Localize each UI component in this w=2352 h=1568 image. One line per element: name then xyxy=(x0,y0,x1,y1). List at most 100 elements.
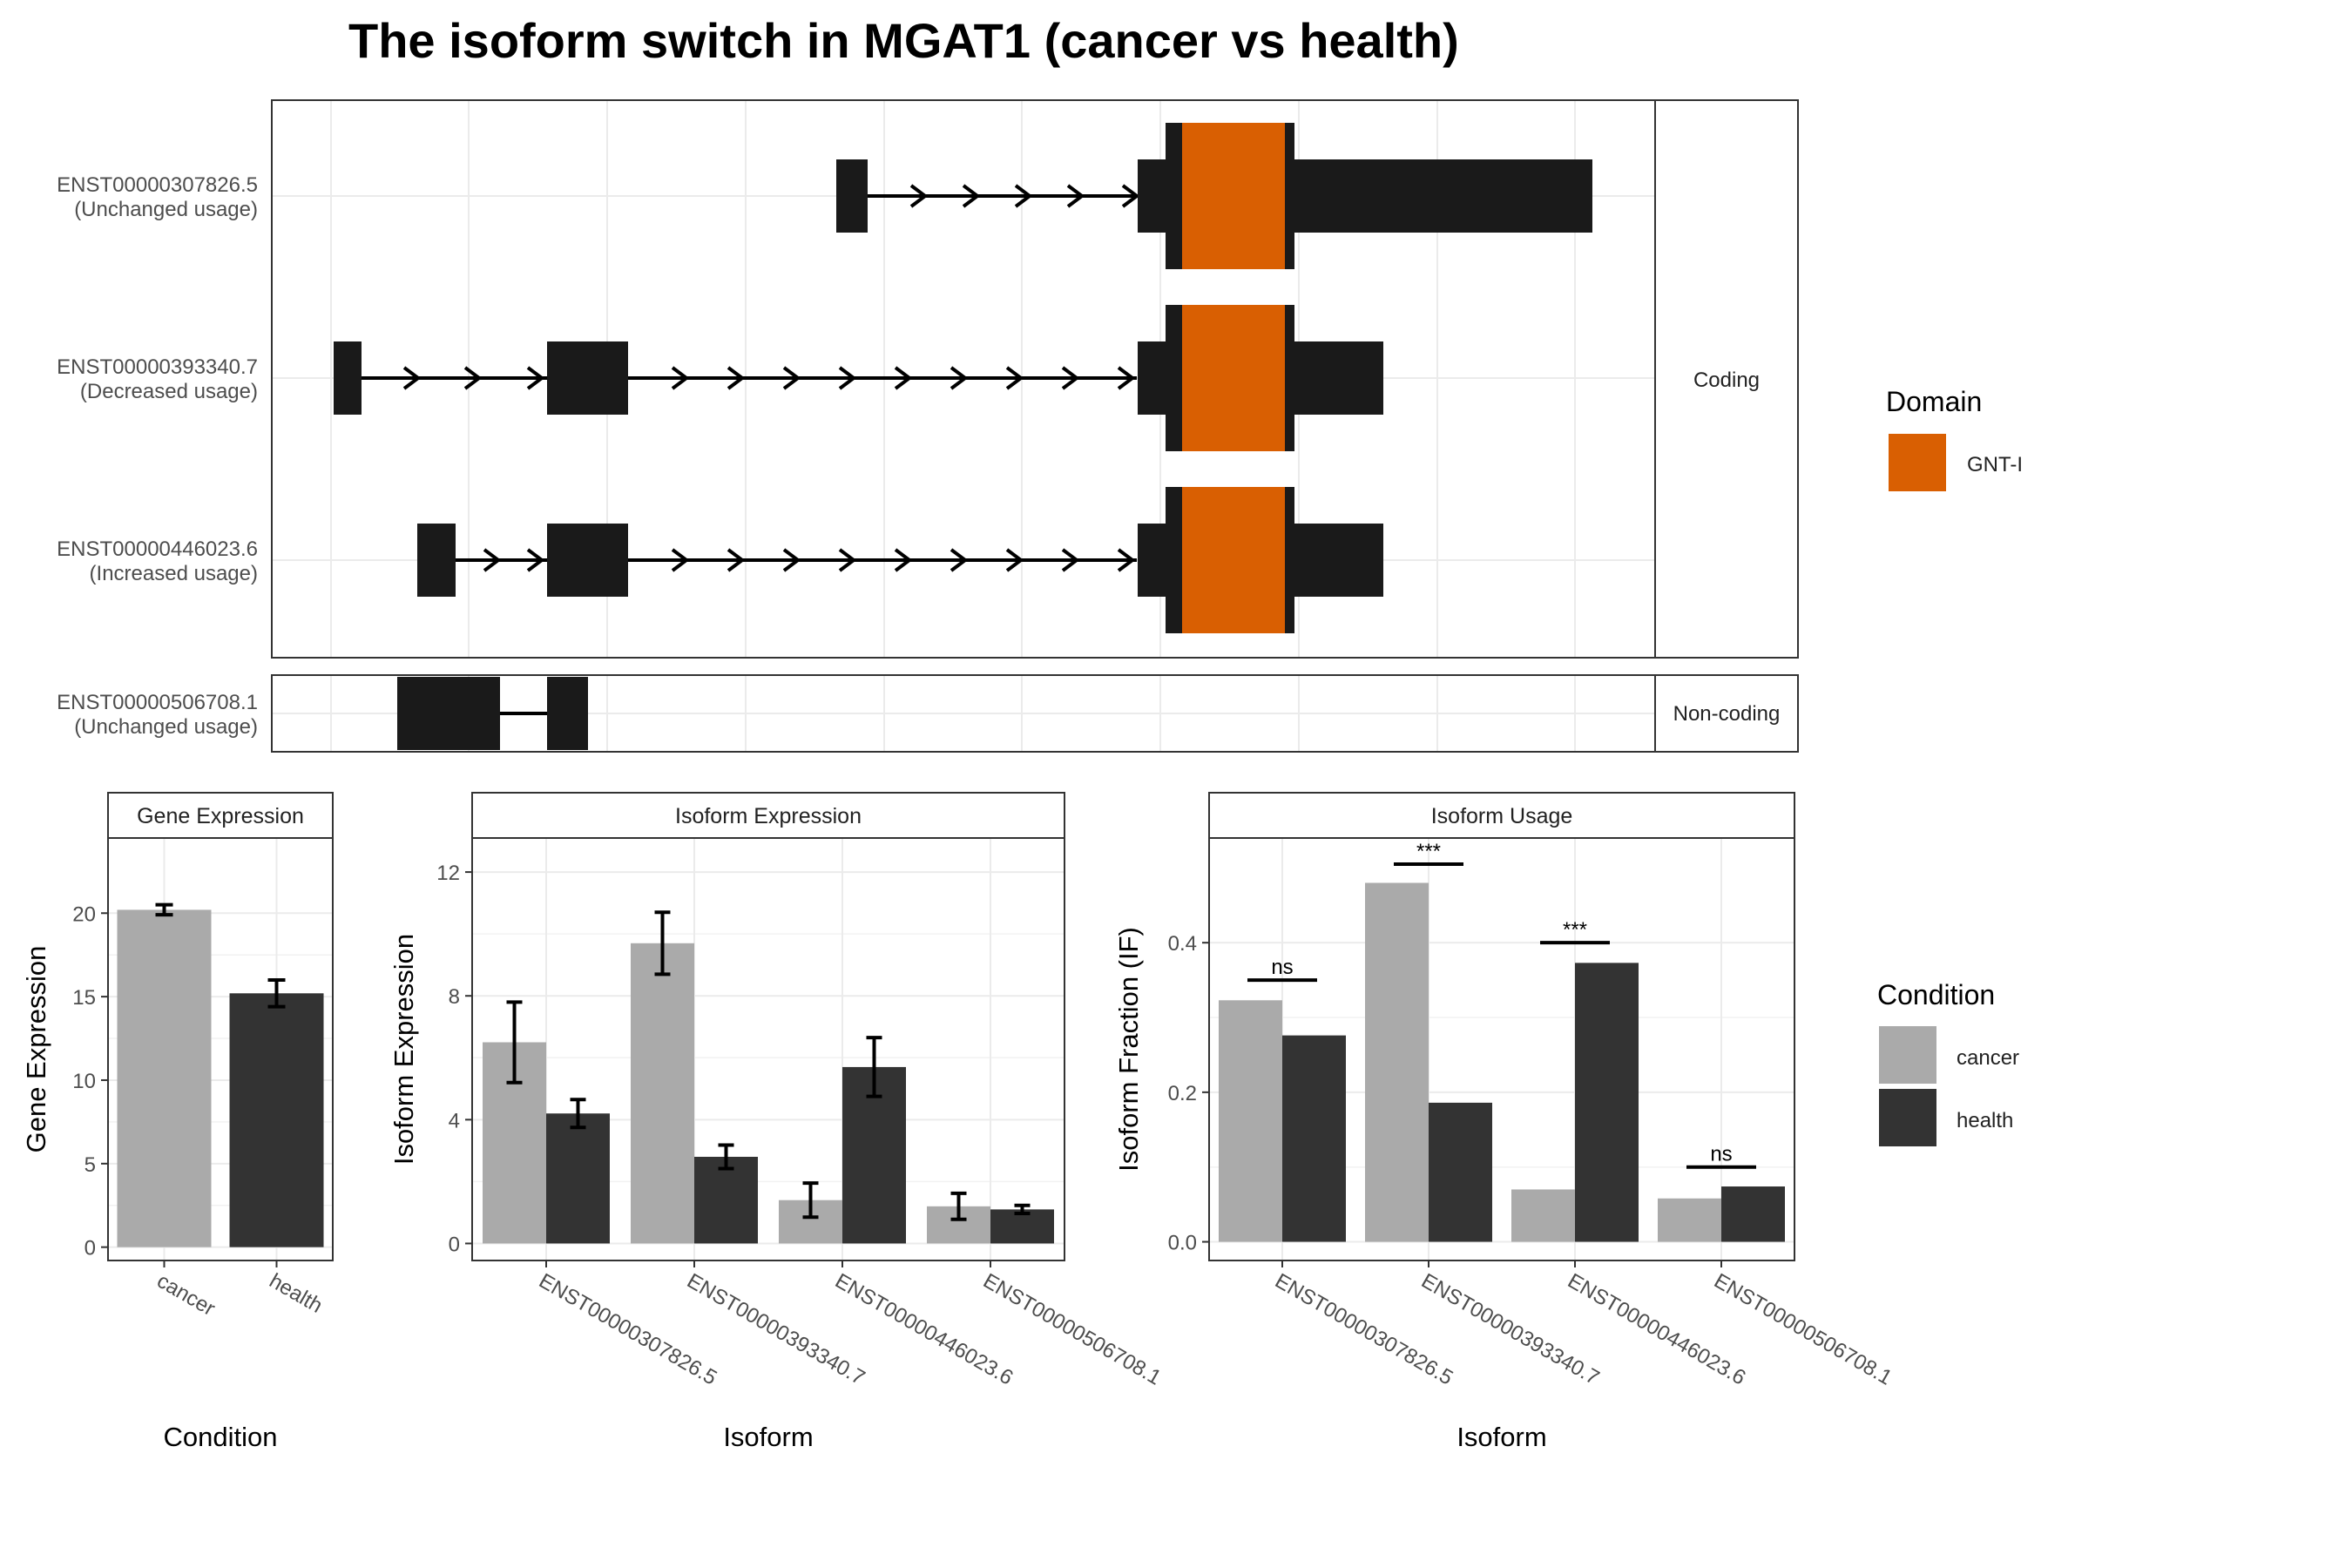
direction-arrow xyxy=(727,548,746,572)
y-axis-title: Isoform Expression xyxy=(389,934,419,1165)
panel-border xyxy=(1208,837,1795,1261)
significance-label: ns xyxy=(1710,1143,1732,1166)
condition-legend-title: Condition xyxy=(1877,979,1995,1010)
exon-block xyxy=(417,524,456,597)
isoform-id-label: ENST00000506708.1 xyxy=(57,691,258,714)
panel-strip-label: Isoform Expression xyxy=(675,804,862,828)
direction-arrow xyxy=(782,548,801,572)
bar-health xyxy=(1575,963,1639,1242)
y-tick-label: 12 xyxy=(436,862,460,885)
utr-block xyxy=(1289,341,1383,415)
exon-block xyxy=(397,677,500,750)
domain-gnti-block xyxy=(1182,123,1285,269)
direction-arrow xyxy=(909,184,929,208)
direction-arrow xyxy=(1014,184,1033,208)
exon-block xyxy=(547,341,628,415)
direction-arrow xyxy=(838,548,857,572)
x-tick-label: cancer xyxy=(153,1269,220,1321)
isoform-id-label: ENST00000393340.7 xyxy=(57,355,258,379)
direction-arrow xyxy=(1117,548,1136,572)
panel-border xyxy=(107,837,334,1261)
isoform-usage-label: (Decreased usage) xyxy=(80,380,258,403)
isoform-id-label: ENST00000307826.5 xyxy=(57,173,258,197)
exon-block xyxy=(334,341,362,415)
isoform-usage-label: (Increased usage) xyxy=(90,562,258,585)
x-axis-title: Isoform xyxy=(723,1422,813,1452)
direction-arrow xyxy=(894,548,913,572)
direction-arrow xyxy=(526,548,545,572)
strip-noncoding-label: Non-coding xyxy=(1673,702,1781,726)
domain-gnti-block xyxy=(1182,487,1285,633)
bar-cancer xyxy=(1511,1189,1575,1242)
bar-cancer xyxy=(1365,882,1429,1242)
direction-arrow xyxy=(671,366,690,390)
significance-label: *** xyxy=(1416,840,1441,863)
y-tick-label: 8 xyxy=(449,985,460,1009)
y-tick-label: 0.2 xyxy=(1168,1082,1197,1105)
utr-block xyxy=(1289,159,1592,233)
direction-arrow xyxy=(950,366,969,390)
condition-legend-swatch-health xyxy=(1879,1089,1936,1146)
direction-arrow xyxy=(782,366,801,390)
direction-arrow xyxy=(894,366,913,390)
exon-block xyxy=(547,524,628,597)
domain-gnti-block xyxy=(1182,305,1285,451)
y-tick-label: 0.4 xyxy=(1168,932,1197,956)
direction-arrow xyxy=(962,184,981,208)
bar-health xyxy=(1721,1186,1785,1242)
direction-arrow xyxy=(463,366,483,390)
bar-health xyxy=(1429,1102,1492,1242)
direction-arrow xyxy=(1066,184,1085,208)
y-axis-title: Isoform Fraction (IF) xyxy=(1113,927,1144,1172)
isoform-usage-label: (Unchanged usage) xyxy=(74,715,258,739)
direction-arrow xyxy=(1005,366,1024,390)
significance-label: ns xyxy=(1271,956,1293,979)
bar-cancer xyxy=(631,943,694,1244)
y-tick-label: 15 xyxy=(72,986,96,1010)
y-tick-label: 0 xyxy=(84,1237,96,1260)
x-tick-label: health xyxy=(266,1269,327,1318)
panel-strip-label: Gene Expression xyxy=(137,804,304,828)
bar-cancer xyxy=(117,909,212,1247)
domain-legend-swatch xyxy=(1889,434,1946,491)
x-axis-title: Isoform xyxy=(1456,1422,1546,1452)
direction-arrow xyxy=(483,548,502,572)
strip-coding-label: Coding xyxy=(1693,368,1760,392)
y-tick-label: 0 xyxy=(449,1233,460,1256)
isoform-id-label: ENST00000446023.6 xyxy=(57,537,258,561)
y-tick-label: 4 xyxy=(449,1109,460,1132)
x-axis-title: Condition xyxy=(164,1422,278,1452)
bar-cancer xyxy=(1658,1198,1721,1242)
bar-cancer xyxy=(1219,1000,1282,1242)
exon-block xyxy=(836,159,868,233)
direction-arrow xyxy=(1005,548,1024,572)
direction-arrow xyxy=(727,366,746,390)
bar-health xyxy=(694,1156,758,1244)
condition-legend-swatch-cancer xyxy=(1879,1026,1936,1084)
direction-arrow xyxy=(402,366,422,390)
utr-block xyxy=(1289,524,1383,597)
domain-legend-title: Domain xyxy=(1886,386,1982,417)
strip-coding-box xyxy=(1654,99,1799,659)
page-title: The isoform switch in MGAT1 (cancer vs h… xyxy=(348,13,1459,68)
direction-arrow xyxy=(1061,548,1080,572)
y-tick-label: 0.0 xyxy=(1168,1232,1197,1255)
direction-arrow xyxy=(838,366,857,390)
y-tick-label: 20 xyxy=(72,902,96,926)
direction-arrow xyxy=(1061,366,1080,390)
significance-label: *** xyxy=(1563,918,1587,942)
direction-arrow xyxy=(950,548,969,572)
bar-health xyxy=(546,1113,610,1244)
condition-legend-label: cancer xyxy=(1957,1046,2019,1070)
panel-border xyxy=(471,837,1065,1261)
condition-legend-label: health xyxy=(1957,1109,2013,1132)
direction-arrow xyxy=(1117,366,1136,390)
direction-arrow xyxy=(1121,184,1140,208)
strip-noncoding-box xyxy=(1654,674,1799,753)
bar-health xyxy=(229,993,324,1247)
bar-health xyxy=(1282,1035,1346,1242)
exon-block xyxy=(547,677,588,750)
y-tick-label: 10 xyxy=(72,1070,96,1093)
y-tick-label: 5 xyxy=(84,1153,96,1177)
